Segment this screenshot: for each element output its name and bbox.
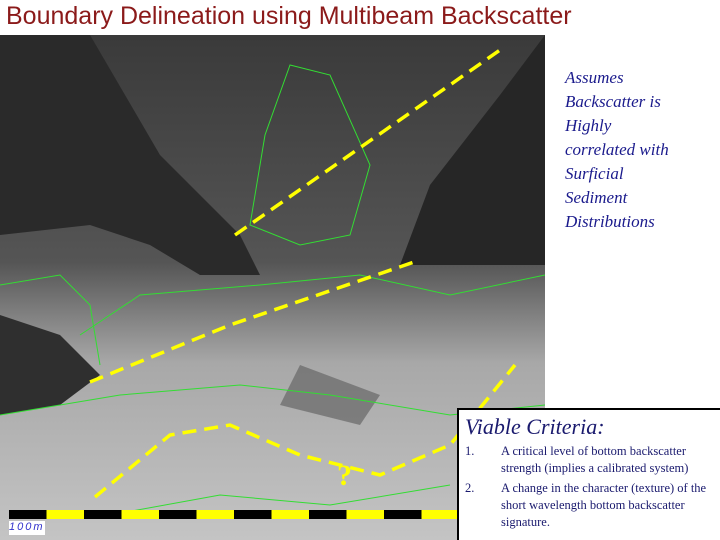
scale-bar-segment xyxy=(271,510,309,519)
boundary-lines xyxy=(89,48,517,499)
assumption-line: correlated with xyxy=(565,140,669,159)
assumption-line: Assumes xyxy=(565,68,624,87)
criteria-box: Viable Criteria: 1. A critical level of … xyxy=(457,408,720,540)
criteria-number: 1. xyxy=(465,444,475,458)
scale-bar-segment xyxy=(309,510,347,519)
assumption-text: Assumes Backscatter is Highly correlated… xyxy=(565,66,715,234)
assumption-line: Highly xyxy=(565,116,612,135)
criteria-item: 2. A change in the character (texture) o… xyxy=(465,480,720,531)
scale-bar-segment xyxy=(159,510,197,519)
scale-bar-segment xyxy=(46,510,84,519)
scale-bar-segment xyxy=(121,510,159,519)
landmass-west xyxy=(0,35,260,275)
landmass-east xyxy=(400,35,545,265)
criteria-text: A critical level of bottom backscatter s… xyxy=(501,444,689,475)
scale-bar-segment xyxy=(84,510,122,519)
question-mark: ? xyxy=(337,459,352,492)
landmass-south-west xyxy=(0,315,100,415)
criteria-title: Viable Criteria: xyxy=(465,414,605,439)
scale-bar-segment xyxy=(346,510,384,519)
assumption-line: Sediment xyxy=(565,188,628,207)
scale-label: 100m xyxy=(9,521,45,535)
assumption-line: Distributions xyxy=(565,212,655,231)
criteria-number: 2. xyxy=(465,481,475,495)
assumption-line: Backscatter is xyxy=(565,92,661,111)
slide-title: Boundary Delineation using Multibeam Bac… xyxy=(6,2,572,30)
backscatter-map-image: ? xyxy=(0,35,545,540)
assumption-line: Surficial xyxy=(565,164,624,183)
criteria-item: 1. A critical level of bottom backscatte… xyxy=(465,443,720,477)
criteria-text: A change in the character (texture) of t… xyxy=(501,481,707,529)
scale-bar-segment xyxy=(421,510,459,519)
scale-bar xyxy=(9,510,459,519)
scale-bar-segment xyxy=(234,510,272,519)
scale-bar-segment xyxy=(196,510,234,519)
scale-bar-segment xyxy=(9,510,47,519)
scale-bar-segment xyxy=(384,510,422,519)
